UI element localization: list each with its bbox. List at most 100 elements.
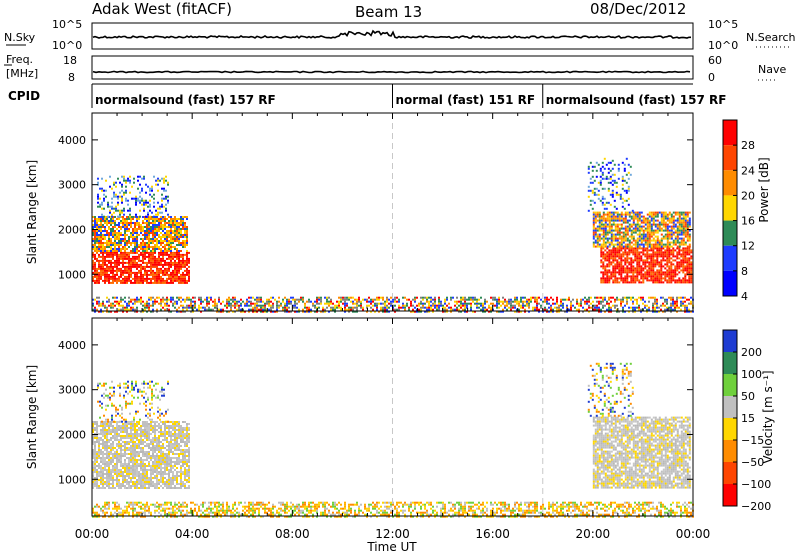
- heatmap-cell: [614, 239, 617, 242]
- heatmap-cell: [682, 215, 685, 218]
- heatmap-cell: [178, 236, 180, 238]
- heatmap-cell: [94, 429, 96, 431]
- heatmap-cell: [621, 187, 624, 190]
- heatmap-cell: [174, 234, 176, 236]
- heatmap-cell: [94, 257, 96, 260]
- heatmap-cell: [112, 485, 114, 487]
- heatmap-cell: [648, 308, 650, 311]
- heatmap-cell: [102, 236, 104, 238]
- heatmap-cell: [116, 244, 118, 246]
- heatmap-cell: [614, 247, 617, 250]
- heatmap-cell: [674, 306, 676, 309]
- heatmap-cell: [188, 251, 190, 254]
- heatmap-cell: [128, 279, 130, 282]
- heatmap-cell: [534, 306, 536, 309]
- heatmap-cell: [114, 236, 116, 238]
- heatmap-cell: [164, 224, 166, 226]
- heatmap-cell: [108, 277, 110, 280]
- heatmap-cell: [648, 219, 651, 222]
- heatmap-cell: [610, 229, 613, 232]
- heatmap-cell: [566, 304, 568, 307]
- heatmap-cell: [632, 277, 635, 280]
- heatmap-cell: [632, 251, 635, 254]
- heatmap-cell: [640, 227, 643, 230]
- heatmap-cell: [98, 439, 100, 441]
- heatmap-cell: [120, 226, 122, 228]
- heatmap-cell: [163, 205, 165, 208]
- heatmap-cell: [136, 275, 138, 278]
- heatmap-cell: [168, 216, 170, 218]
- heatmap-cell: [186, 308, 188, 311]
- heatmap-cell: [182, 271, 184, 274]
- heatmap-cell: [112, 461, 114, 463]
- heatmap-cell: [96, 250, 98, 252]
- heatmap-cell: [666, 237, 669, 240]
- heatmap-cell: [174, 269, 176, 272]
- heatmap-cell: [108, 469, 110, 471]
- heatmap-cell: [290, 296, 292, 299]
- heatmap-cell: [112, 255, 114, 258]
- heatmap-cell: [629, 173, 632, 176]
- heatmap-cell: [258, 296, 260, 299]
- heatmap-cell: [118, 469, 120, 471]
- heatmap-cell: [92, 483, 94, 485]
- heatmap-cell: [627, 177, 630, 180]
- heatmap-cell: [593, 165, 596, 168]
- heatmap-cell: [686, 308, 688, 311]
- heatmap-cell: [682, 267, 685, 270]
- heatmap-cell: [108, 471, 110, 473]
- heatmap-cell: [124, 441, 126, 443]
- heatmap-cell: [632, 237, 635, 240]
- heatmap-cell: [132, 248, 134, 250]
- heatmap-cell: [398, 304, 400, 307]
- heatmap-cell: [656, 279, 659, 282]
- heatmap-cell: [110, 250, 112, 252]
- heatmap-cell: [168, 265, 170, 268]
- heatmap-cell: [148, 242, 150, 244]
- heatmap-cell: [600, 253, 603, 256]
- heatmap-cell: [116, 483, 118, 485]
- heatmap-cell: [96, 275, 98, 278]
- heatmap-cell: [582, 306, 584, 309]
- heatmap-cell: [634, 259, 637, 262]
- heatmap-cell: [660, 255, 663, 258]
- heatmap-cell: [522, 300, 524, 303]
- heatmap-cell: [111, 187, 113, 190]
- heatmap-cell: [622, 310, 624, 313]
- heatmap-cell: [186, 244, 188, 246]
- heatmap-cell: [134, 273, 136, 276]
- heatmap-cell: [684, 310, 686, 313]
- heatmap-cell: [652, 277, 655, 280]
- heatmap-cell: [536, 306, 538, 309]
- heatmap-cell: [670, 298, 672, 301]
- heatmap-cell: [682, 241, 685, 244]
- heatmap-cell: [596, 227, 599, 230]
- heatmap-cell: [206, 308, 208, 311]
- heatmap-cell: [408, 298, 410, 301]
- heatmap-cell: [124, 423, 126, 425]
- heatmap-cell: [610, 219, 613, 222]
- heatmap-cell: [638, 253, 641, 256]
- heatmap-cell: [672, 233, 675, 236]
- heatmap-cell: [128, 421, 130, 423]
- heatmap-cell: [100, 259, 102, 262]
- heatmap-cell: [98, 224, 100, 226]
- heatmap-cell: [190, 298, 192, 301]
- heatmap-cell: [120, 261, 122, 264]
- heatmap-cell: [612, 253, 615, 256]
- heatmap-cell: [676, 231, 679, 234]
- heatmap-cell: [652, 249, 655, 252]
- heatmap-cell: [108, 467, 110, 469]
- heatmap-cell: [442, 304, 444, 307]
- heatmap-cell: [678, 211, 681, 214]
- heatmap-cell: [102, 429, 104, 431]
- heatmap-cell: [608, 241, 611, 244]
- heatmap-cell: [636, 275, 639, 278]
- heatmap-cell: [170, 236, 172, 238]
- heatmap-cell: [666, 227, 669, 230]
- heatmap-cell: [364, 298, 366, 301]
- heatmap-cell: [652, 269, 655, 272]
- heatmap-cell: [616, 259, 619, 262]
- heatmap-cell: [624, 249, 627, 252]
- heatmap-cell: [688, 229, 691, 232]
